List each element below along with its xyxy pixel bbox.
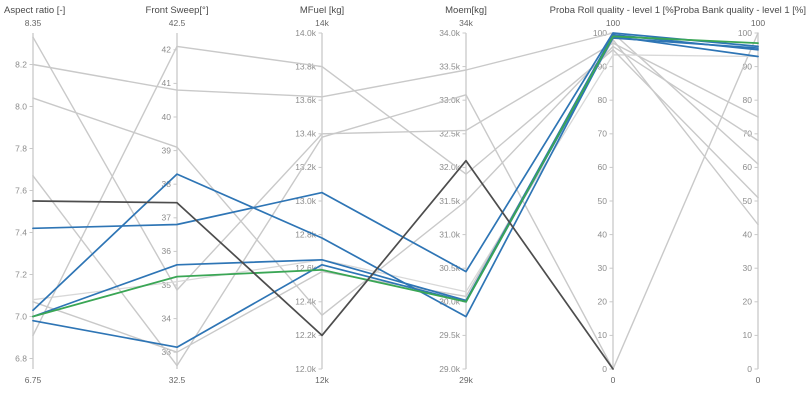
tick-label: 50	[598, 196, 608, 206]
tick-label: 7.4	[15, 227, 27, 237]
axis-title-proba-roll: Proba Roll quality - level 1 [%]	[550, 5, 677, 16]
tick-label: 10	[598, 330, 608, 340]
series-black-1[interactable]	[32, 159, 614, 370]
tick-label: 36	[162, 246, 172, 256]
axis-max-label-front-sweep: 42.5	[169, 18, 186, 28]
tick-label: 39	[162, 145, 172, 155]
tick-label: 80	[598, 95, 608, 105]
axis-min-label-mfuel: 12k	[315, 375, 329, 385]
axis-min-label-proba-roll: 0	[611, 375, 616, 385]
tick-label: 30	[598, 263, 608, 273]
tick-label: 7.6	[15, 185, 27, 195]
tick-label: 8.2	[15, 59, 27, 69]
series-gray-7[interactable]	[32, 45, 759, 337]
series-green-1[interactable]	[32, 35, 759, 318]
tick-label: 34	[162, 313, 172, 323]
axis-min-label-moem: 29k	[459, 375, 473, 385]
tick-label: 13.6k	[295, 95, 317, 105]
axis-title-mfuel: MFuel [kg]	[300, 5, 344, 16]
axes-layer: 8.2 8.0 7.8 7.6 7.4 7.2 7.0 6.8 Aspect ratio [-]…	[4, 5, 806, 385]
tick-label: 41	[162, 78, 172, 88]
series-blue-2[interactable]	[32, 32, 759, 273]
axis-max-label-proba-bank: 100	[751, 18, 765, 28]
tick-label: 37	[162, 213, 172, 223]
tick-label: 8.0	[15, 101, 27, 111]
tick-label: 29.0k	[439, 364, 461, 374]
tick-label: 13.0k	[295, 196, 317, 206]
tick-label: 7.8	[15, 143, 27, 153]
axis-title-proba-bank: Proba Bank quality - level 1 [%]	[674, 5, 806, 16]
tick-label: 6.8	[15, 353, 27, 363]
tick-label: 13.8k	[295, 61, 317, 71]
tick-label: 31.0k	[439, 229, 461, 239]
tick-label: 70	[598, 129, 608, 139]
series-layer	[32, 32, 759, 370]
tick-label: 12.2k	[295, 330, 317, 340]
tick-label: 30.5k	[439, 263, 461, 273]
tick-label: 32.5k	[439, 129, 461, 139]
tick-label: 60	[743, 162, 753, 172]
axis-min-label-front-sweep: 32.5	[169, 375, 186, 385]
tick-label: 34.0k	[439, 28, 461, 38]
axis-max-label-mfuel: 14k	[315, 18, 329, 28]
tick-label: 0	[602, 364, 607, 374]
tick-label: 40	[743, 229, 753, 239]
tick-label: 32.0k	[439, 162, 461, 172]
tick-label: 30	[743, 263, 753, 273]
tick-label: 80	[743, 95, 753, 105]
tick-label: 20	[598, 297, 608, 307]
tick-label: 14.0k	[295, 28, 317, 38]
tick-label: 13.2k	[295, 162, 317, 172]
axis-min-label-proba-bank: 0	[756, 375, 761, 385]
series-gray-5[interactable]	[32, 54, 759, 301]
tick-label: 42	[162, 45, 172, 55]
series-gray-3[interactable]	[32, 45, 759, 316]
tick-label: 12.8k	[295, 229, 317, 239]
tick-label: 12.0k	[295, 364, 317, 374]
axis-mfuel: 14.0k 13.8k 13.6k 13.4k 13.2k 13.0k 12.8k 12.6k…	[295, 5, 344, 385]
series-gray-4[interactable]	[32, 32, 759, 370]
tick-label: 60	[598, 162, 608, 172]
tick-label: 90	[743, 61, 753, 71]
axis-max-label-aspect-ratio: 8.35	[25, 18, 42, 28]
tick-label: 13.4k	[295, 129, 317, 139]
axis-max-label-proba-roll: 100	[606, 18, 620, 28]
tick-label: 31.5k	[439, 196, 461, 206]
axis-title-front-sweep: Front Sweep[°]	[146, 5, 209, 16]
axis-title-aspect-ratio: Aspect ratio [-]	[4, 5, 65, 16]
tick-label: 30.0k	[439, 297, 461, 307]
tick-label: 7.0	[15, 311, 27, 321]
tick-label: 0	[747, 364, 752, 374]
tick-label: 100	[593, 28, 607, 38]
tick-label: 33.5k	[439, 61, 461, 71]
tick-label: 35	[162, 280, 172, 290]
tick-label: 12.4k	[295, 297, 317, 307]
tick-label: 7.2	[15, 269, 27, 279]
axis-min-label-aspect-ratio: 6.75	[25, 375, 42, 385]
axis-max-label-moem: 34k	[459, 18, 473, 28]
tick-label: 50	[743, 196, 753, 206]
tick-label: 40	[162, 112, 172, 122]
tick-label: 29.5k	[439, 330, 461, 340]
tick-label: 100	[738, 28, 752, 38]
tick-label: 40	[598, 229, 608, 239]
axis-title-moem: Moem[kg]	[445, 5, 487, 16]
series-blue-4[interactable]	[32, 37, 759, 349]
tick-label: 20	[743, 297, 753, 307]
tick-label: 12.6k	[295, 263, 317, 273]
tick-label: 10	[743, 330, 753, 340]
tick-label: 90	[598, 61, 608, 71]
